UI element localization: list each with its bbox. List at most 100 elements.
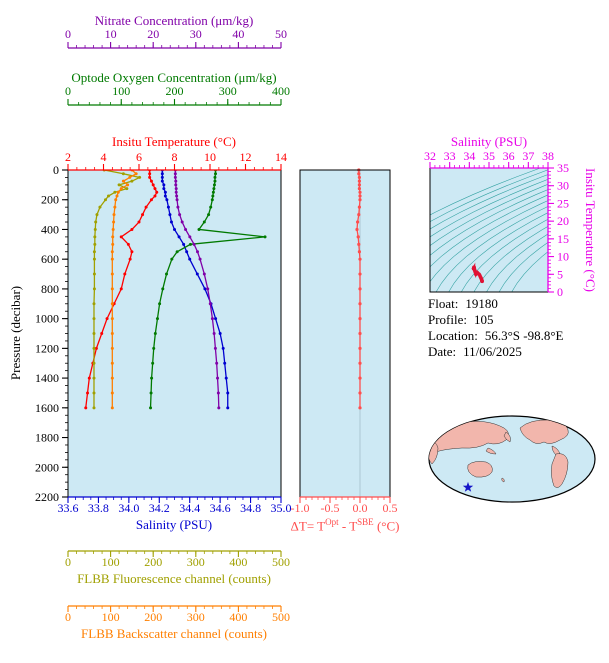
svg-text:10: 10 xyxy=(204,150,216,164)
svg-text:34.0: 34.0 xyxy=(118,501,139,515)
svg-text:0.5: 0.5 xyxy=(383,501,398,515)
temperature-axis-title: Insitu Temperature (°C) xyxy=(112,134,236,149)
svg-text:-0.5: -0.5 xyxy=(321,501,340,515)
salinity-axis-title: Salinity (PSU) xyxy=(135,517,213,532)
nitrate-profile-series xyxy=(173,170,221,410)
svg-text:400: 400 xyxy=(41,222,59,236)
svg-text:33: 33 xyxy=(444,149,456,163)
svg-text:20: 20 xyxy=(557,214,569,228)
oxygen-axis-title: Optode Oxygen Concentration (μm/kg) xyxy=(71,70,277,85)
salinity-profile-series xyxy=(160,170,230,410)
svg-text:10: 10 xyxy=(105,27,117,41)
svg-text:25: 25 xyxy=(557,196,569,210)
svg-text:0: 0 xyxy=(65,610,71,624)
ts-temperature-axis-title: Insitu Temperature (°C) xyxy=(583,168,598,292)
float-info-line: Date: 11/06/2025 xyxy=(428,344,563,360)
svg-text:1800: 1800 xyxy=(35,431,59,445)
svg-text:30: 30 xyxy=(557,179,569,193)
svg-text:5: 5 xyxy=(557,267,563,281)
svg-text:200: 200 xyxy=(144,555,162,569)
svg-text:37: 37 xyxy=(522,149,534,163)
profile-value: 105 xyxy=(474,312,494,327)
svg-text:1000: 1000 xyxy=(35,312,59,326)
float-location-star xyxy=(462,481,474,492)
svg-text:20: 20 xyxy=(147,27,159,41)
date-value: 11/06/2025 xyxy=(463,344,522,359)
svg-text:0: 0 xyxy=(65,555,71,569)
svg-text:34.4: 34.4 xyxy=(179,501,200,515)
delta-t-axis-title: ΔT= TOpt - TSBE (°C) xyxy=(291,517,400,534)
svg-text:8: 8 xyxy=(172,150,178,164)
oxygen-profile-series xyxy=(149,170,267,410)
backscatter-axis-title: FLBB Backscatter channel (counts) xyxy=(81,626,267,641)
svg-text:32: 32 xyxy=(424,149,436,163)
nitrate-axis-title: Nitrate Concentration (μm/kg) xyxy=(94,13,254,28)
float-value: 19180 xyxy=(465,296,498,311)
svg-text:100: 100 xyxy=(102,610,120,624)
svg-text:6: 6 xyxy=(136,150,142,164)
location-label: Location: xyxy=(428,328,478,343)
svg-text:1400: 1400 xyxy=(35,371,59,385)
svg-text:35: 35 xyxy=(557,161,569,175)
pressure-axis-title: Pressure (decibar) xyxy=(8,285,23,381)
svg-text:500: 500 xyxy=(272,555,290,569)
svg-text:2: 2 xyxy=(65,150,71,164)
svg-text:33.8: 33.8 xyxy=(88,501,109,515)
ts-profile-points xyxy=(471,262,484,284)
float-label: Float: xyxy=(428,296,459,311)
fluorescence-axis-title: FLBB Fluorescence channel (counts) xyxy=(77,571,271,586)
svg-text:50: 50 xyxy=(275,27,287,41)
svg-text:300: 300 xyxy=(219,84,237,98)
delta-title-sup-sbe: SBE xyxy=(357,517,374,527)
svg-text:300: 300 xyxy=(187,610,205,624)
svg-text:38: 38 xyxy=(542,149,554,163)
backscatter-profile-series xyxy=(110,170,138,410)
density-contours xyxy=(430,168,548,292)
delta-title-part: ΔT= T xyxy=(290,518,326,534)
svg-text:30: 30 xyxy=(190,27,202,41)
svg-text:1600: 1600 xyxy=(35,401,59,415)
svg-text:34.2: 34.2 xyxy=(149,501,170,515)
location-value: 56.3°S -98.8°E xyxy=(484,328,564,343)
ts-salinity-axis-title: Salinity (PSU) xyxy=(450,134,528,149)
date-label: Date: xyxy=(428,344,457,359)
float-info-line: Float: 19180 xyxy=(428,296,563,312)
svg-text:34.6: 34.6 xyxy=(210,501,231,515)
main-plot-area xyxy=(68,170,281,497)
svg-text:100: 100 xyxy=(112,84,130,98)
svg-text:0: 0 xyxy=(557,285,563,299)
svg-text:14: 14 xyxy=(275,150,287,164)
svg-text:34.8: 34.8 xyxy=(240,501,261,515)
delta-t-series xyxy=(355,168,362,410)
delta-title-part: - T xyxy=(338,518,358,534)
svg-text:36: 36 xyxy=(503,149,515,163)
float-info-line: Profile: 105 xyxy=(428,312,563,328)
svg-text:400: 400 xyxy=(229,610,247,624)
svg-text:2000: 2000 xyxy=(35,460,59,474)
svg-text:0.0: 0.0 xyxy=(353,501,368,515)
svg-text:0: 0 xyxy=(65,27,71,41)
svg-text:40: 40 xyxy=(232,27,244,41)
svg-text:500: 500 xyxy=(272,610,290,624)
float-info-line: Location: 56.3°S -98.8°E xyxy=(428,328,563,344)
svg-text:-1.0: -1.0 xyxy=(291,501,310,515)
svg-text:400: 400 xyxy=(272,84,290,98)
svg-text:35.0: 35.0 xyxy=(271,501,292,515)
svg-text:300: 300 xyxy=(187,555,205,569)
svg-text:800: 800 xyxy=(41,282,59,296)
svg-text:12: 12 xyxy=(240,150,252,164)
svg-text:100: 100 xyxy=(102,555,120,569)
profile-label: Profile: xyxy=(428,312,467,327)
svg-text:200: 200 xyxy=(144,610,162,624)
svg-text:600: 600 xyxy=(41,252,59,266)
svg-text:0: 0 xyxy=(53,163,59,177)
float-info-block: Float: 19180 Profile: 105 Location: 56.3°S … xyxy=(428,296,563,360)
svg-text:35: 35 xyxy=(483,149,495,163)
svg-text:15: 15 xyxy=(557,232,569,246)
svg-text:33.6: 33.6 xyxy=(58,501,79,515)
svg-text:1200: 1200 xyxy=(35,341,59,355)
delta-plot-area xyxy=(300,170,390,497)
